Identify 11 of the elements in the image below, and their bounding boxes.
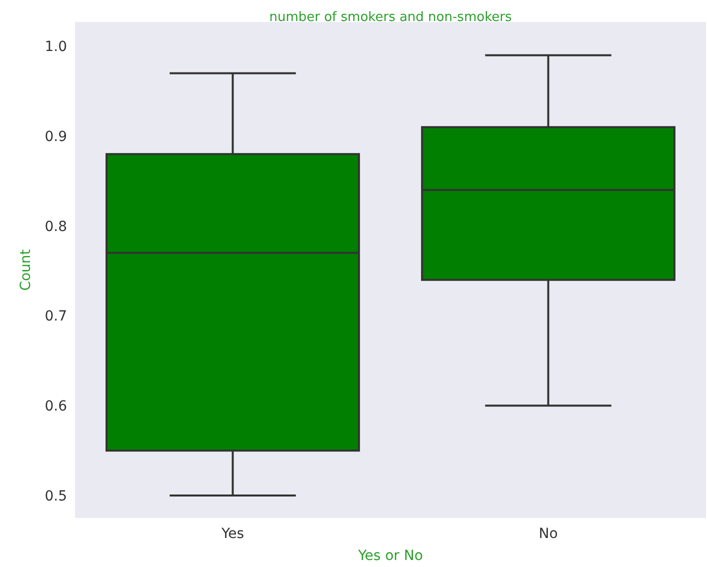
y-tick-label: 0.5 [44, 488, 67, 504]
x-tick-label: No [538, 526, 558, 542]
y-axis-title: Count [18, 248, 34, 291]
x-tick-label: Yes [220, 526, 244, 542]
chart-title: number of smokers and non-smokers [269, 10, 512, 25]
y-tick-label: 0.7 [44, 308, 67, 325]
x-axis-title: Yes or No [357, 548, 423, 564]
y-tick-label: 0.8 [44, 218, 67, 235]
y-tick-label: 0.9 [44, 129, 67, 146]
y-tick-label: 0.6 [44, 398, 68, 415]
y-tick-label: 1.0 [44, 39, 67, 56]
